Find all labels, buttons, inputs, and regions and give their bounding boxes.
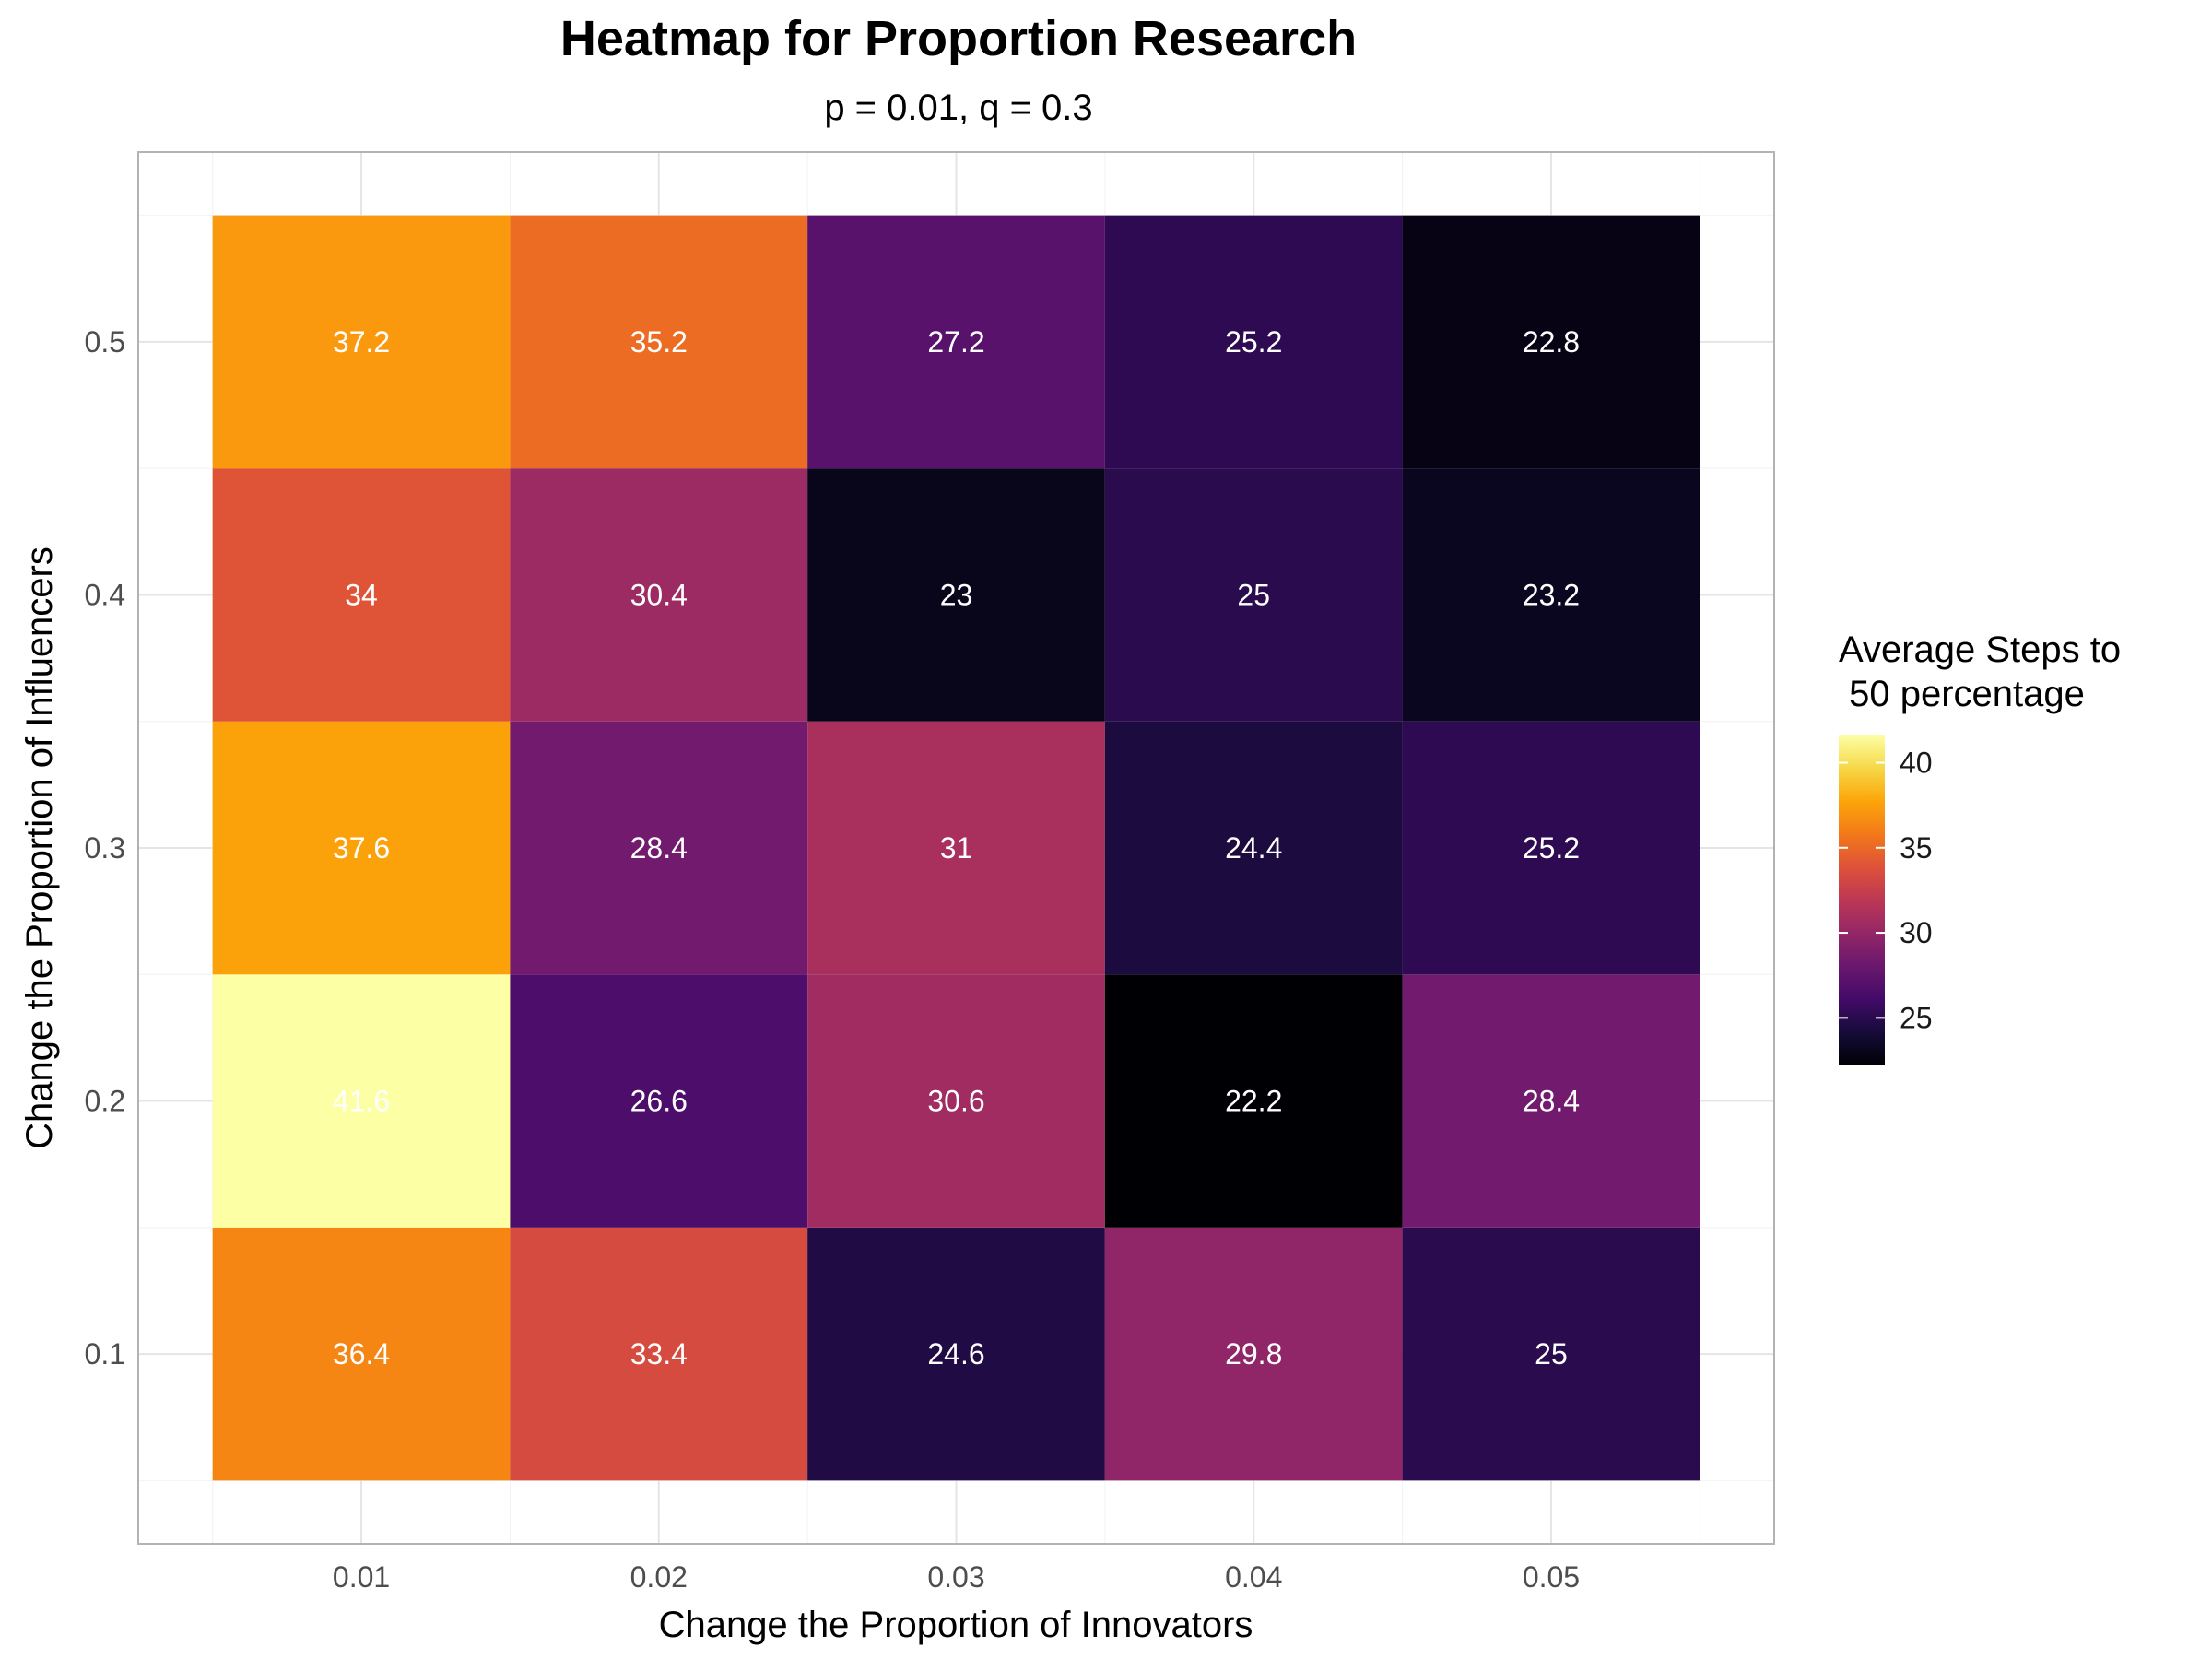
heatmap-cell bbox=[1104, 1227, 1403, 1481]
cell-value-label: 22.8 bbox=[1523, 325, 1580, 359]
y-tick-label: 0.2 bbox=[85, 1085, 125, 1118]
plot-panel-border bbox=[137, 151, 1775, 1545]
cell-value-label: 33.4 bbox=[630, 1337, 688, 1371]
colorbar-ticks: 25 30 35 40 bbox=[1839, 747, 1933, 1034]
cell-value-label: 36.4 bbox=[333, 1337, 390, 1371]
legend-title-line-2: 50 percentage bbox=[1839, 674, 2085, 714]
heatmap-cell bbox=[1104, 468, 1403, 722]
heatmap-cell bbox=[807, 721, 1105, 975]
heatmap-cells bbox=[212, 215, 1700, 1481]
x-tick-label: 0.01 bbox=[333, 1560, 390, 1594]
chart-subtitle: p = 0.01, q = 0.3 bbox=[824, 88, 1092, 128]
cell-value-label: 25.2 bbox=[1523, 831, 1580, 865]
cell-value-label: 37.6 bbox=[333, 831, 390, 865]
colorbar-tick-label: 35 bbox=[1900, 831, 1933, 865]
heatmap-cell bbox=[212, 974, 511, 1228]
heatmap-cell bbox=[510, 974, 808, 1228]
y-tick-label: 0.4 bbox=[85, 578, 125, 611]
x-axis-ticks: 0.01 0.02 0.03 0.04 0.05 bbox=[333, 1560, 1580, 1594]
cell-value-label: 23 bbox=[940, 578, 973, 611]
heatmap-cell bbox=[1104, 215, 1403, 469]
colorbar-tick-label: 25 bbox=[1900, 1001, 1933, 1034]
heatmap-cell bbox=[1402, 468, 1700, 722]
cell-value-label: 34 bbox=[345, 578, 378, 611]
cell-value-label: 23.2 bbox=[1523, 578, 1580, 611]
x-tick-label: 0.05 bbox=[1523, 1560, 1580, 1594]
y-axis-title: Change the Proportion of Influencers bbox=[19, 547, 60, 1149]
heatmap-cell bbox=[212, 215, 511, 469]
heatmap-cell bbox=[510, 721, 808, 975]
cell-value-label: 25.2 bbox=[1225, 325, 1282, 359]
x-tick-label: 0.02 bbox=[630, 1560, 688, 1594]
heatmap-cell bbox=[1402, 1227, 1700, 1481]
heatmap-cell bbox=[1402, 974, 1700, 1228]
colorbar bbox=[1839, 735, 1885, 1065]
cell-value-label: 22.2 bbox=[1225, 1085, 1282, 1118]
colorbar-tick-label: 40 bbox=[1900, 747, 1933, 780]
colorbar-legend: Average Steps to 50 percentage 25 30 35 40 bbox=[1839, 629, 2121, 1065]
heatmap-cell bbox=[1104, 974, 1403, 1228]
cell-value-label: 25 bbox=[1237, 578, 1270, 611]
x-tick-label: 0.04 bbox=[1225, 1560, 1282, 1594]
cell-value-label: 26.6 bbox=[630, 1085, 688, 1118]
cell-value-label: 27.2 bbox=[927, 325, 984, 359]
cell-labels: 36.4 33.4 24.6 29.8 25 41.6 26.6 30.6 22.2 28.4 37… bbox=[333, 325, 1580, 1371]
cell-value-label: 37.2 bbox=[333, 325, 390, 359]
heatmap-cell bbox=[510, 468, 808, 722]
cell-value-label: 41.6 bbox=[333, 1085, 390, 1118]
x-tick-label: 0.03 bbox=[927, 1560, 984, 1594]
cell-value-label: 24.4 bbox=[1225, 831, 1282, 865]
heatmap-cell bbox=[807, 468, 1105, 722]
heatmap-cell bbox=[1104, 721, 1403, 975]
cell-value-label: 30.6 bbox=[927, 1085, 984, 1118]
heatmap-cell bbox=[807, 1227, 1105, 1481]
cell-value-label: 28.4 bbox=[1523, 1085, 1580, 1118]
colorbar-tick-label: 30 bbox=[1900, 916, 1933, 949]
cell-value-label: 35.2 bbox=[630, 325, 688, 359]
heatmap-cell bbox=[510, 215, 808, 469]
y-axis-ticks: 0.1 0.2 0.3 0.4 0.5 bbox=[85, 325, 125, 1371]
cell-value-label: 31 bbox=[940, 831, 973, 865]
cell-value-label: 30.4 bbox=[630, 578, 688, 611]
heatmap-cell bbox=[212, 1227, 511, 1481]
heatmap-cell bbox=[212, 468, 511, 722]
heatmap-cell bbox=[807, 215, 1105, 469]
heatmap-cell bbox=[510, 1227, 808, 1481]
y-tick-label: 0.3 bbox=[85, 831, 125, 865]
x-axis-title: Change the Proportion of Innovators bbox=[659, 1605, 1253, 1645]
y-tick-label: 0.5 bbox=[85, 325, 125, 359]
chart-title: Heatmap for Proportion Research bbox=[560, 11, 1357, 66]
cell-value-label: 25 bbox=[1535, 1337, 1568, 1371]
heatmap-cell bbox=[807, 974, 1105, 1228]
cell-value-label: 24.6 bbox=[927, 1337, 984, 1371]
cell-value-label: 28.4 bbox=[630, 831, 688, 865]
heatmap-cell bbox=[1402, 215, 1700, 469]
cell-value-label: 29.8 bbox=[1225, 1337, 1282, 1371]
y-tick-label: 0.1 bbox=[85, 1337, 125, 1371]
heatmap-cell bbox=[212, 721, 511, 975]
legend-title-line-1: Average Steps to bbox=[1839, 629, 2121, 670]
heatmap-cell bbox=[1402, 721, 1700, 975]
